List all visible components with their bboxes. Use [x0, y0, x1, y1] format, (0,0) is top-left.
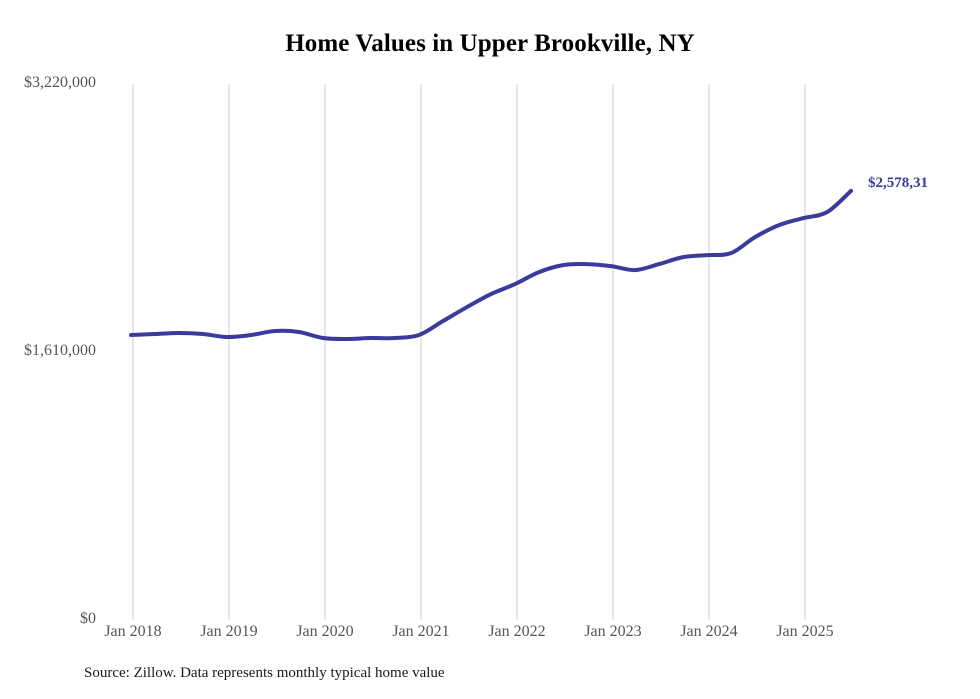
series-end-value-label: $2,578,31 — [868, 174, 928, 191]
x-axis-tick-label: Jan 2021 — [392, 623, 450, 640]
x-axis-tick-label: Jan 2024 — [680, 623, 738, 640]
x-axis-tick-label: Jan 2019 — [200, 623, 258, 640]
x-axis-tick-label: Jan 2022 — [488, 623, 546, 640]
series-group — [129, 188, 853, 342]
y-axis-tick-label: $3,220,000 — [24, 74, 96, 91]
x-axis-tick-label: Jan 2018 — [104, 623, 162, 640]
y-axis-tick-label: $0 — [80, 610, 96, 627]
x-axis-tick-label: Jan 2023 — [584, 623, 642, 640]
chart-title: Home Values in Upper Brookville, NY — [285, 30, 695, 57]
gridlines-group — [132, 84, 806, 620]
source-note: Source: Zillow. Data represents monthly … — [84, 665, 445, 681]
y-axis-tick-label: $1,610,000 — [24, 342, 96, 359]
x-axis-tick-label: Jan 2025 — [776, 623, 834, 640]
series-line — [129, 188, 853, 342]
x-axis-tick-label: Jan 2020 — [296, 623, 354, 640]
